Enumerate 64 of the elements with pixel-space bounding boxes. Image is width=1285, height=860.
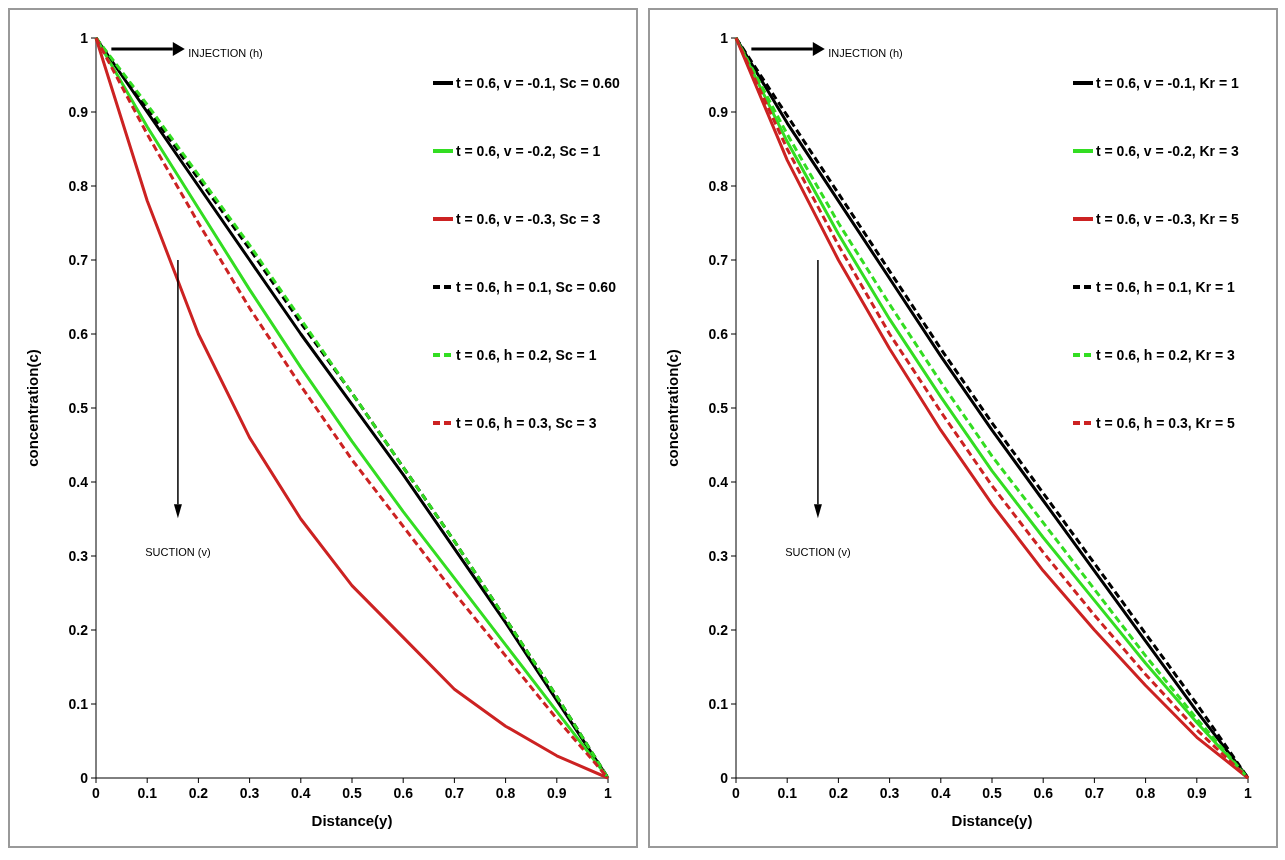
y-tick-label: 0.4 [68, 473, 89, 490]
y-tick-label: 0.9 [708, 103, 729, 120]
x-tick-label: 0.9 [547, 785, 567, 801]
legend-label: t = 0.6, v = -0.3, Sc = 3 [456, 210, 601, 227]
x-tick-label: 0.3 [239, 785, 260, 801]
x-tick-label: 0.2 [188, 785, 209, 801]
x-tick-label: 0.4 [291, 785, 311, 801]
y-tick-label: 0.6 [708, 325, 729, 342]
x-tick-label: 0.8 [1135, 785, 1156, 801]
annotation: SUCTION (v) [785, 546, 851, 558]
y-tick-label: 0.2 [68, 621, 89, 638]
x-tick-label: 0.8 [495, 785, 516, 801]
y-tick-label: 0.7 [68, 251, 89, 268]
x-tick-label: 0.4 [931, 785, 951, 801]
y-tick-label: 0 [80, 769, 89, 786]
y-tick-label: 0.9 [68, 103, 89, 120]
legend-label: t = 0.6, v = -0.2, Sc = 1 [456, 142, 601, 159]
y-tick-label: 0.5 [708, 399, 729, 416]
x-tick-label: 1 [604, 785, 613, 801]
annotation: INJECTION (h) [828, 46, 903, 59]
y-tick-label: 0 [720, 769, 729, 786]
x-tick-label: 0.7 [1084, 785, 1105, 801]
y-tick-label: 0.3 [68, 547, 89, 564]
x-axis-title: Distance(y) [951, 812, 1033, 829]
legend-label: t = 0.6, v = -0.3, Kr = 5 [1096, 210, 1240, 227]
x-tick-label: 0.5 [982, 785, 1002, 801]
y-tick-label: 0.3 [708, 547, 729, 564]
y-tick-label: 0.8 [708, 177, 729, 194]
legend-label: t = 0.6, h = 0.1, Sc = 0.60 [456, 278, 617, 295]
legend-label: t = 0.6, h = 0.2, Kr = 3 [1096, 346, 1236, 363]
y-tick-label: 0.2 [708, 621, 729, 638]
x-tick-label: 0.5 [342, 785, 362, 801]
annotation: INJECTION (h) [188, 46, 263, 59]
y-axis-title: concentration(c) [664, 349, 681, 467]
x-tick-label: 0.1 [137, 785, 158, 801]
y-tick-label: 1 [80, 29, 89, 46]
x-tick-label: 0.3 [879, 785, 900, 801]
y-tick-label: 1 [720, 29, 729, 46]
legend-label: t = 0.6, v = -0.1, Sc = 0.60 [456, 74, 621, 91]
y-tick-label: 0.8 [68, 177, 89, 194]
annotation: SUCTION (v) [145, 546, 211, 558]
x-axis-title: Distance(y) [311, 812, 393, 829]
y-tick-label: 0.1 [708, 695, 729, 712]
y-tick-label: 0.7 [708, 251, 729, 268]
legend-label: t = 0.6, h = 0.3, Kr = 5 [1096, 414, 1236, 431]
legend-label: t = 0.6, h = 0.3, Sc = 3 [456, 414, 597, 431]
y-tick-label: 0.4 [708, 473, 729, 490]
x-tick-label: 0.6 [1033, 785, 1054, 801]
x-tick-label: 0.9 [1187, 785, 1207, 801]
x-tick-label: 0.7 [444, 785, 465, 801]
x-tick-label: 0.6 [393, 785, 414, 801]
legend-label: t = 0.6, h = 0.2, Sc = 1 [456, 346, 597, 363]
y-tick-label: 0.6 [68, 325, 89, 342]
x-tick-label: 0 [92, 785, 101, 801]
y-tick-label: 0.1 [68, 695, 89, 712]
legend-label: t = 0.6, v = -0.2, Kr = 3 [1096, 142, 1240, 159]
x-tick-label: 1 [1244, 785, 1253, 801]
legend-label: t = 0.6, v = -0.1, Kr = 1 [1096, 74, 1240, 91]
x-tick-label: 0 [732, 785, 741, 801]
y-axis-title: concentration(c) [24, 349, 41, 467]
x-tick-label: 0.1 [777, 785, 798, 801]
legend-label: t = 0.6, h = 0.1, Kr = 1 [1096, 278, 1236, 295]
x-tick-label: 0.2 [828, 785, 849, 801]
y-tick-label: 0.5 [68, 399, 89, 416]
